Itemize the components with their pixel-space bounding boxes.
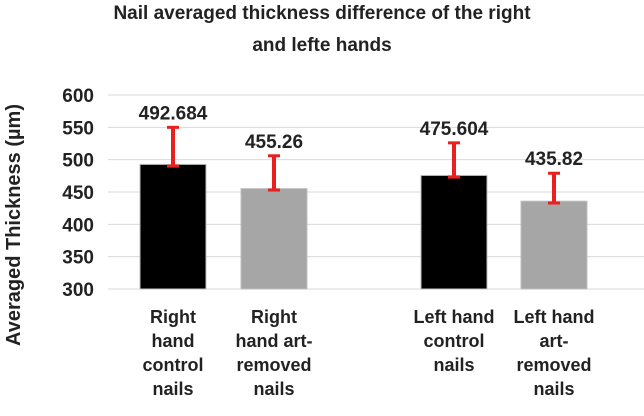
y-tick-label: 300 <box>62 280 94 301</box>
bar <box>240 188 308 290</box>
value-label: 492.684 <box>139 103 208 124</box>
bar <box>420 174 488 290</box>
category-label-line: Left hand <box>414 307 495 327</box>
y-tick-label: 350 <box>62 248 94 269</box>
category-label-line: control <box>424 331 485 351</box>
chart-title-line-1: Nail averaged thickness difference of th… <box>113 3 531 24</box>
category-label-line: nails <box>152 379 193 399</box>
category-labels: Right hand control nails Right hand art-remov… <box>143 307 595 399</box>
category-label-line: removed <box>516 355 591 375</box>
category-label-line: nails <box>433 355 474 375</box>
value-labels: 492.684 455.26 475.604 435.82 <box>139 103 583 170</box>
category-label-line: nails <box>253 379 294 399</box>
error-bars <box>167 125 560 205</box>
category-label-line: hand <box>152 331 195 351</box>
bars <box>139 163 588 290</box>
category-label-line: control <box>143 355 204 375</box>
category-label-line: nails <box>533 379 574 399</box>
y-axis-label: Averaged Thickness (µm) <box>3 104 25 346</box>
value-label: 455.26 <box>245 132 303 153</box>
category-label-line: art- <box>539 331 568 351</box>
y-tick-labels: 300 350 400 450 500 550 600 <box>62 86 94 301</box>
y-tick-label: 400 <box>62 215 94 236</box>
value-label: 435.82 <box>525 149 583 170</box>
category-label-line: Right <box>150 307 196 327</box>
category-label-line: hand art- <box>235 331 312 351</box>
y-tick-label: 500 <box>62 151 94 172</box>
y-tick-label: 600 <box>62 86 94 107</box>
category-label-line: removed <box>236 355 311 375</box>
category-label-line: Right <box>251 307 297 327</box>
bar <box>520 200 588 290</box>
y-tick-label: 550 <box>62 118 94 139</box>
y-tick-label: 450 <box>62 183 94 204</box>
bar <box>139 163 207 290</box>
value-label: 475.604 <box>420 119 489 140</box>
chart-title-line-2: and lefte hands <box>252 35 391 56</box>
category-label-line: Left hand <box>514 307 595 327</box>
